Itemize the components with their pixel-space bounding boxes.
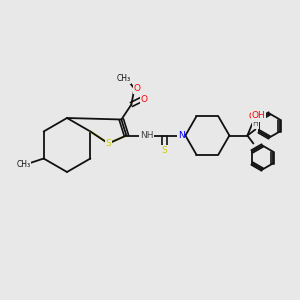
Text: S: S xyxy=(106,139,111,148)
Text: S: S xyxy=(161,146,167,155)
Text: O: O xyxy=(141,95,148,104)
Text: H: H xyxy=(255,116,260,122)
Text: N: N xyxy=(178,131,185,140)
Text: CH₃: CH₃ xyxy=(116,74,130,83)
Text: OH: OH xyxy=(251,111,265,120)
Text: O: O xyxy=(249,112,256,121)
Text: CH₃: CH₃ xyxy=(16,160,31,169)
Text: H: H xyxy=(253,119,258,128)
Text: NH: NH xyxy=(140,131,153,140)
Text: O: O xyxy=(134,84,141,93)
